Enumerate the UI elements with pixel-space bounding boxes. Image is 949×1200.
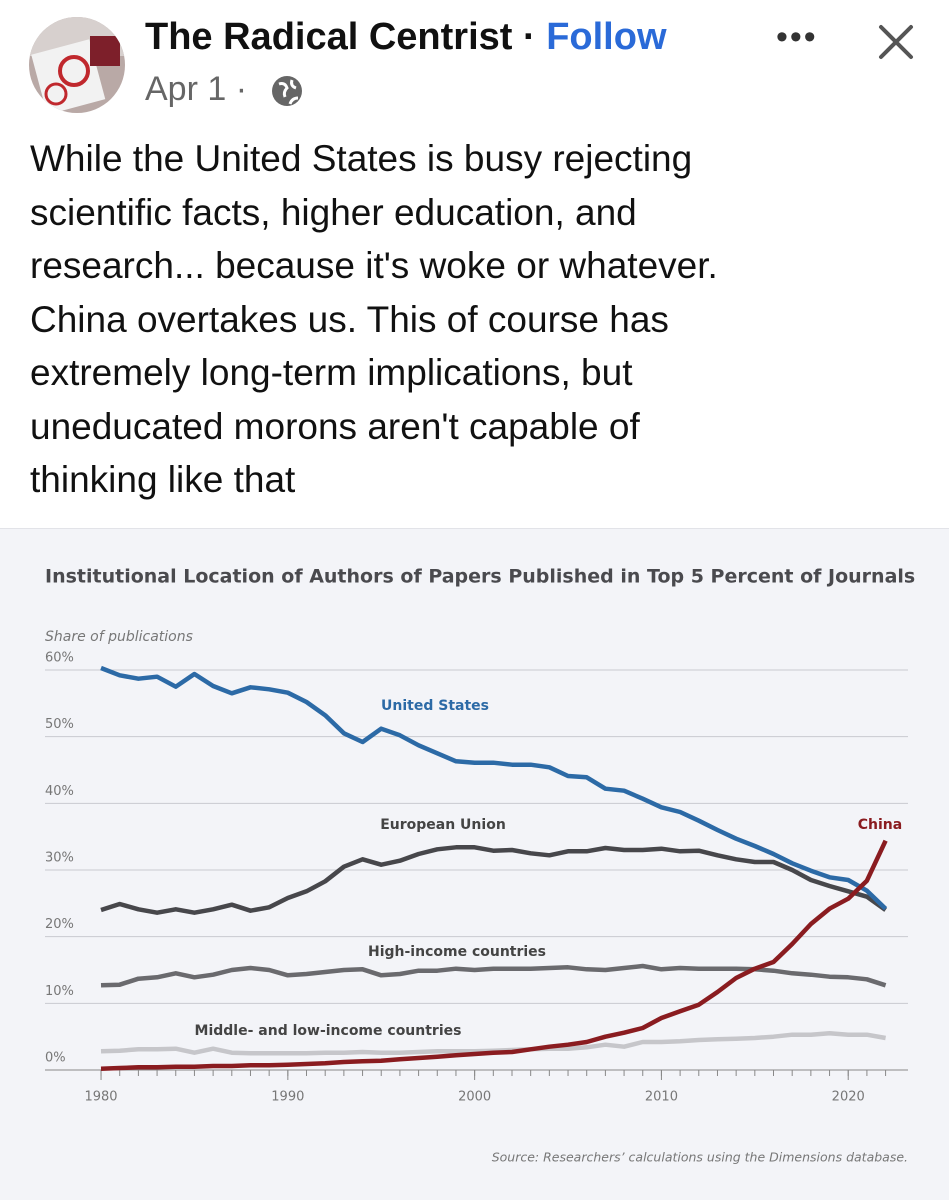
post-line: China overtakes us. This of course has xyxy=(30,298,669,340)
y-tick-label: 50% xyxy=(45,717,74,732)
post-line: scientific facts, higher education, and xyxy=(30,191,637,233)
source: Source: Researchers’ calculations using … xyxy=(492,1150,908,1165)
x-tick-label: 2010 xyxy=(645,1090,678,1105)
y-tick-label: 20% xyxy=(45,917,74,932)
x-tick-label: 1990 xyxy=(271,1090,304,1105)
y-tick-label: 40% xyxy=(45,784,74,799)
series-label: China xyxy=(858,817,902,833)
more-button[interactable]: ••• xyxy=(776,18,818,56)
date: Apr 1 xyxy=(145,70,227,108)
chart: Institutional Location of Authors of Pap… xyxy=(0,528,949,1200)
y-tick-label: 0% xyxy=(45,1051,66,1066)
post-line: thinking like that xyxy=(30,459,296,500)
series-line xyxy=(100,839,888,1071)
follow-button[interactable]: Follow xyxy=(546,16,667,58)
close-button[interactable] xyxy=(878,24,914,60)
y-axis-label: Share of publications xyxy=(45,629,193,645)
avatar[interactable] xyxy=(28,16,126,114)
post-text: While the United States is busy rejectin… xyxy=(30,132,718,507)
series-line xyxy=(100,665,888,911)
post-line: While the United States is busy rejectin… xyxy=(30,138,693,179)
globe-icon xyxy=(272,76,302,106)
separator: · xyxy=(235,70,248,108)
series-label: European Union xyxy=(380,817,506,833)
chart-title: Institutional Location of Authors of Pap… xyxy=(45,566,915,588)
series-label: High-income countries xyxy=(368,944,546,960)
series-label: Middle- and low-income countries xyxy=(195,1023,462,1039)
series-line xyxy=(100,845,887,915)
author-link[interactable]: The Radical Centrist xyxy=(145,16,513,58)
x-tick-label: 1980 xyxy=(84,1090,117,1105)
post-line: research... because it's woke or whateve… xyxy=(30,245,718,286)
post-date: Apr 1 · xyxy=(145,70,247,109)
series-label: United States xyxy=(381,698,489,714)
post-line: uneducated morons aren't capable of xyxy=(30,405,640,447)
post-line: extremely long-term implications, but xyxy=(30,352,633,393)
y-tick-label: 30% xyxy=(45,851,74,866)
x-tick-label: 2020 xyxy=(832,1090,865,1105)
separator: · xyxy=(522,16,536,58)
x-tick-label: 2000 xyxy=(458,1090,491,1105)
y-tick-label: 10% xyxy=(45,984,74,999)
y-tick-label: 60% xyxy=(45,651,74,666)
author-name: The Radical Centrist · Follow xyxy=(145,16,667,59)
